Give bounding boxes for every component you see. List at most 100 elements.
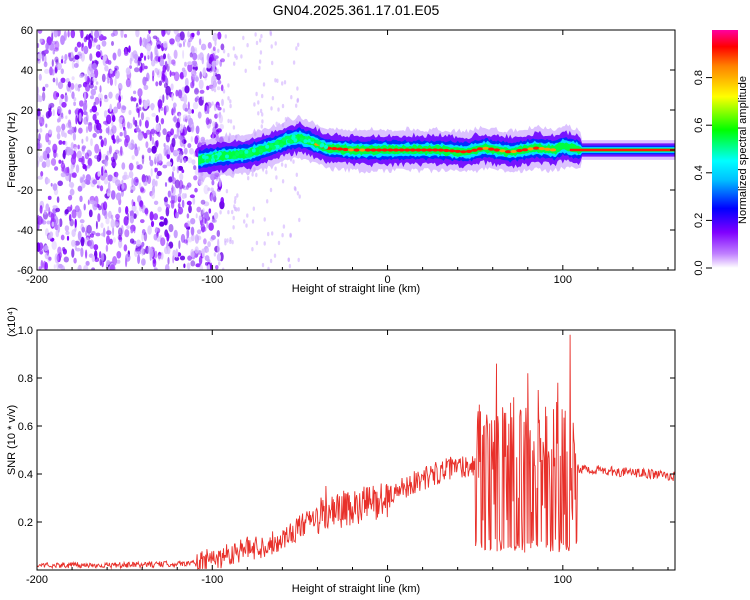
noise-blob bbox=[186, 213, 190, 219]
noise-blob bbox=[109, 77, 113, 86]
noise-blob bbox=[216, 128, 222, 133]
noise-blob bbox=[39, 128, 43, 133]
noise-blob bbox=[187, 63, 193, 73]
noise-blob bbox=[147, 55, 150, 60]
noise-blob bbox=[43, 245, 49, 252]
noise-blob bbox=[109, 147, 112, 156]
ridge-speckle bbox=[251, 148, 256, 153]
noise-blob bbox=[81, 181, 86, 189]
noise-blob bbox=[218, 177, 221, 187]
noise-blob bbox=[191, 159, 196, 166]
noise-blob bbox=[179, 173, 184, 181]
colorbar: 0.0 0.2 0.4 0.6 0.8 Normalized spectral ampl… bbox=[693, 30, 749, 276]
noise-blob bbox=[56, 62, 62, 71]
noise-blob bbox=[270, 106, 273, 111]
noise-blob bbox=[60, 77, 66, 84]
noise-blob bbox=[224, 34, 227, 39]
noise-blob bbox=[240, 54, 243, 59]
noise-blob bbox=[178, 240, 181, 250]
noise-blob bbox=[118, 117, 124, 124]
noise-blob bbox=[103, 137, 107, 147]
noise-blob bbox=[192, 52, 198, 61]
noise-blob bbox=[175, 34, 181, 43]
noise-blob bbox=[110, 190, 116, 200]
noise-blob bbox=[220, 43, 225, 51]
noise-blob bbox=[157, 56, 161, 63]
noise-blob bbox=[236, 193, 239, 198]
noise-blob bbox=[198, 79, 204, 90]
noise-blob bbox=[190, 218, 196, 225]
noise-blob bbox=[165, 206, 170, 217]
noise-blob bbox=[90, 138, 93, 147]
noise-blob bbox=[131, 155, 135, 160]
noise-blob bbox=[84, 152, 90, 160]
noise-blob bbox=[215, 265, 219, 270]
noise-blob bbox=[45, 203, 50, 212]
noise-blob bbox=[63, 30, 67, 41]
noise-blob bbox=[174, 256, 180, 261]
noise-blob bbox=[281, 179, 285, 184]
noise-blob bbox=[154, 158, 157, 163]
noise-blob bbox=[195, 134, 200, 141]
noise-blob bbox=[266, 199, 269, 204]
noise-blob bbox=[296, 98, 299, 104]
noise-blob bbox=[37, 242, 41, 252]
noise-blob bbox=[84, 73, 88, 82]
noise-blob bbox=[193, 165, 197, 170]
noise-blob bbox=[154, 250, 158, 259]
noise-blob bbox=[131, 199, 134, 207]
noise-blob bbox=[163, 82, 168, 89]
noise-blob bbox=[60, 172, 66, 178]
noise-blob bbox=[196, 229, 202, 235]
noise-blob bbox=[117, 82, 123, 91]
noise-blob bbox=[111, 161, 117, 167]
noise-blob bbox=[145, 141, 149, 149]
noise-blob bbox=[162, 71, 165, 82]
noise-blob bbox=[179, 71, 185, 80]
y-tick-label: 1.0 bbox=[18, 325, 33, 337]
noise-blob bbox=[91, 267, 95, 270]
noise-blob bbox=[246, 213, 249, 218]
noise-blob bbox=[77, 86, 81, 92]
noise-blob bbox=[162, 128, 167, 136]
ridge-speckle bbox=[213, 154, 218, 159]
noise-blob bbox=[100, 222, 104, 229]
noise-blob bbox=[160, 252, 164, 260]
noise-blob bbox=[83, 111, 88, 116]
noise-blob bbox=[190, 226, 195, 236]
noise-blob bbox=[141, 241, 145, 247]
noise-blob bbox=[111, 125, 117, 134]
noise-blob bbox=[109, 103, 112, 112]
noise-blob bbox=[139, 119, 142, 127]
noise-blob bbox=[96, 130, 100, 134]
ridge-peak bbox=[381, 148, 388, 152]
noise-blob bbox=[212, 32, 218, 42]
noise-blob bbox=[48, 234, 53, 240]
noise-blob bbox=[186, 228, 190, 239]
noise-blob bbox=[71, 76, 75, 81]
noise-blob bbox=[70, 30, 76, 39]
noise-blob bbox=[111, 121, 114, 127]
noise-blob bbox=[201, 248, 205, 259]
noise-blob bbox=[64, 94, 69, 103]
noise-blob bbox=[195, 125, 200, 135]
noise-blob bbox=[183, 94, 188, 104]
noise-blob bbox=[143, 84, 149, 91]
noise-blob bbox=[213, 212, 219, 220]
noise-blob bbox=[157, 206, 162, 213]
y-tick-label: -40 bbox=[17, 225, 33, 237]
noise-blob bbox=[207, 187, 211, 192]
spectrogram-x-label: Height of straight line (km) bbox=[292, 283, 420, 295]
noise-blob bbox=[205, 262, 209, 266]
noise-blob bbox=[101, 252, 105, 262]
ridge-speckle bbox=[232, 155, 237, 160]
noise-blob bbox=[139, 36, 142, 47]
noise-blob bbox=[177, 206, 184, 215]
noise-blob bbox=[155, 123, 161, 132]
noise-blob bbox=[222, 49, 226, 54]
ridge-peak bbox=[488, 147, 495, 151]
noise-blob bbox=[77, 51, 82, 57]
noise-blob bbox=[127, 213, 130, 221]
noise-blob bbox=[216, 113, 219, 118]
noise-blob bbox=[48, 256, 52, 261]
